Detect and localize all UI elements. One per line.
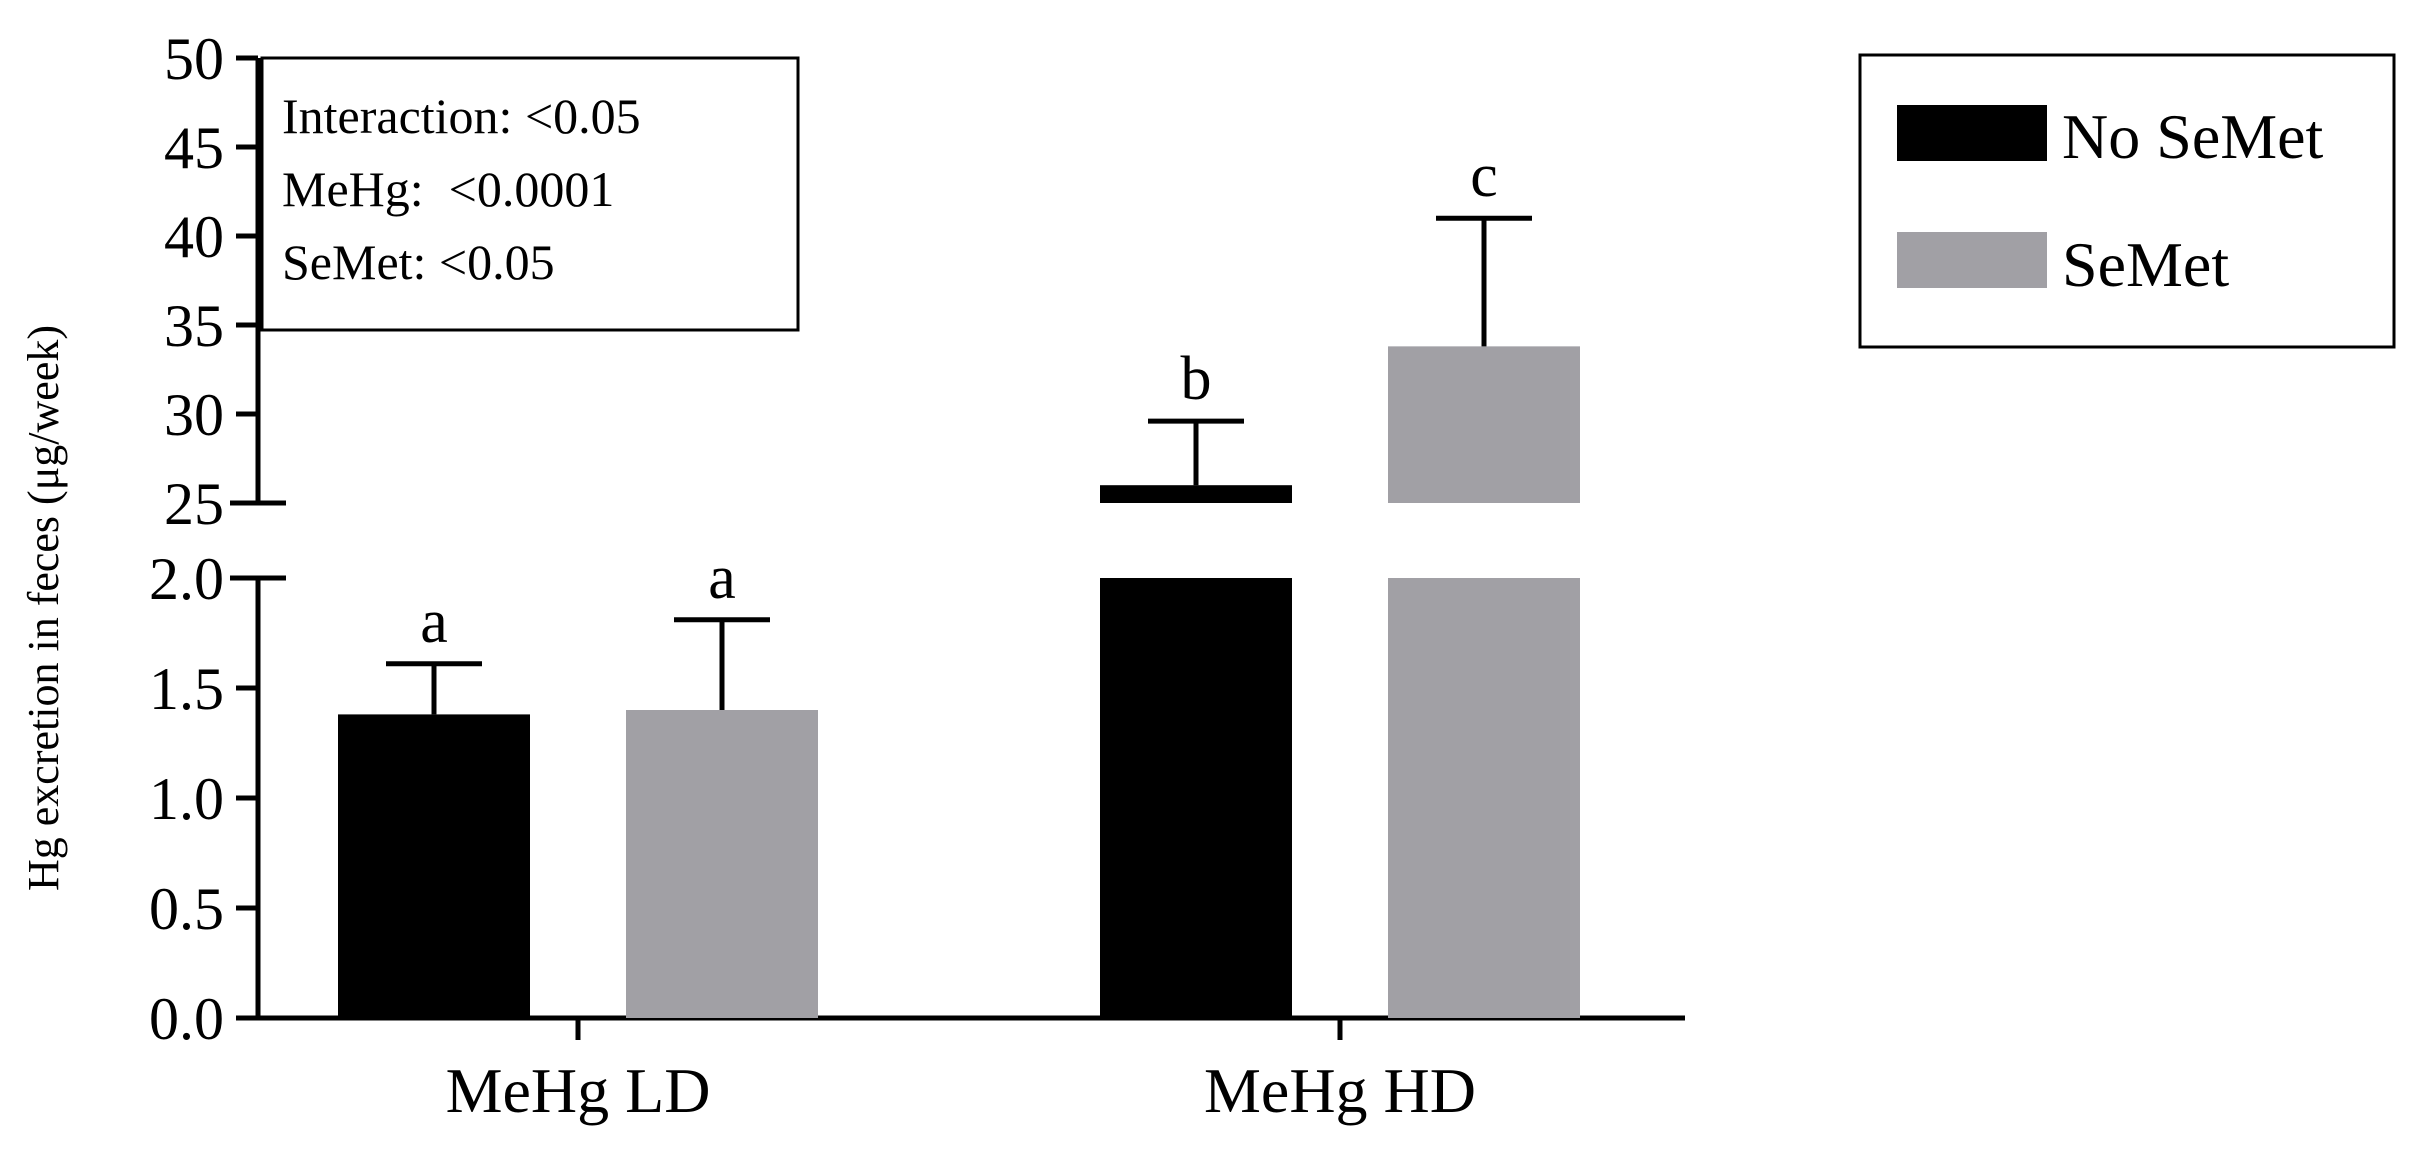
- y-tick-label: 35: [164, 293, 224, 359]
- x-category-label: MeHg HD: [1204, 1055, 1476, 1126]
- bar-lower-part: [1100, 578, 1292, 1018]
- y-tick-label: 0.5: [149, 876, 224, 942]
- bars: [338, 215, 1580, 1018]
- y-tick-label: 40: [164, 204, 224, 270]
- bar: [338, 714, 530, 1018]
- bar-upper-part: [1100, 485, 1292, 503]
- y-tick-label: 1.0: [149, 766, 224, 832]
- y-tick-label: 1.5: [149, 656, 224, 722]
- legend-swatch-no-semet: [1897, 105, 2047, 161]
- y-tick-label: 30: [164, 382, 224, 448]
- significance-label: b: [1181, 345, 1212, 413]
- legend-border: [1858, 53, 2396, 349]
- x-category-label: MeHg LD: [446, 1055, 711, 1126]
- stats-box: Interaction: <0.05 MeHg: <0.0001 SeMet: …: [260, 56, 800, 332]
- labels: MeHg LD a a MeHg HD b c: [420, 142, 1498, 1126]
- bar-upper-part: [1388, 346, 1580, 503]
- y-tick-label: 2.0: [149, 546, 224, 612]
- stats-semet: SeMet: <0.05: [282, 234, 555, 290]
- bar: [626, 710, 818, 1018]
- stats-box-border: [260, 56, 800, 332]
- legend-label-semet: SeMet: [2062, 229, 2229, 300]
- y-tick-label: 0.0: [149, 986, 224, 1052]
- y-tick-label: 25: [164, 471, 224, 537]
- stats-interaction: Interaction: <0.05: [282, 88, 641, 144]
- significance-label: a: [420, 588, 448, 656]
- significance-label: a: [708, 544, 736, 612]
- y-axis-label: Hg excretion in feces (μg/week): [19, 325, 68, 891]
- legend-swatch-semet: [1897, 232, 2047, 288]
- y-tick-label: 50: [164, 26, 224, 92]
- legend: No SeMet SeMet: [1858, 53, 2396, 349]
- stats-mehg: MeHg: <0.0001: [282, 161, 614, 217]
- significance-label: c: [1470, 142, 1498, 210]
- y-tick-label: 45: [164, 115, 224, 181]
- bar-lower-part: [1388, 578, 1580, 1018]
- legend-label-no-semet: No SeMet: [2062, 101, 2324, 172]
